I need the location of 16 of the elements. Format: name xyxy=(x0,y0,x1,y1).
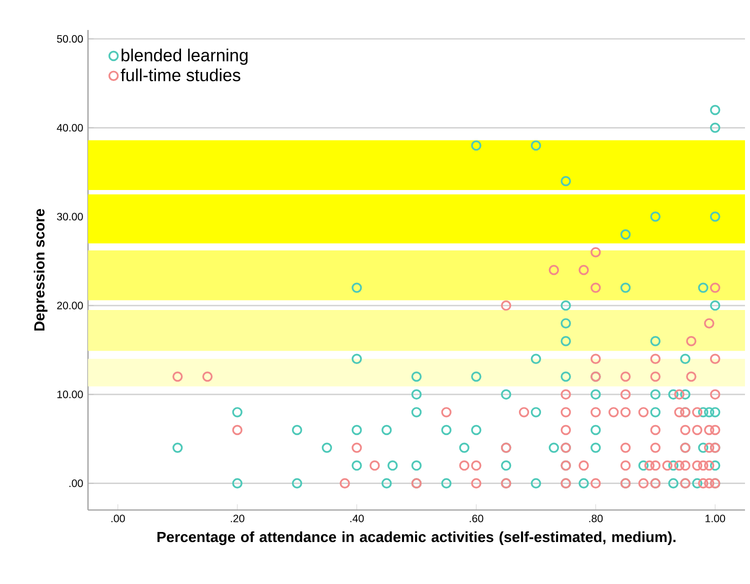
x-tick-label: .40 xyxy=(350,514,364,522)
y-tick-label: 10.00 xyxy=(57,390,83,398)
x-axis-title: Percentage of attendance in academic activities (self-estimated, medium). xyxy=(157,531,676,546)
x-tick-label: .60 xyxy=(470,514,484,522)
y-tick-label: 30.00 xyxy=(57,212,83,220)
x-tick-label: 1.00 xyxy=(706,514,726,522)
legend-label: full-time studies xyxy=(120,68,240,82)
x-tick-label: .80 xyxy=(589,514,603,522)
y-tick-label: 40.00 xyxy=(56,124,83,132)
y-tick-label: 50.00 xyxy=(57,35,83,43)
y-axis-title: Depression score xyxy=(34,208,48,331)
legend-label: blended learning xyxy=(122,48,248,65)
y-tick-label: 20.00 xyxy=(57,302,83,310)
x-tick-label: .20 xyxy=(230,514,244,522)
y-tick-label: .00 xyxy=(69,480,83,488)
x-tick-label: .00 xyxy=(111,514,125,522)
